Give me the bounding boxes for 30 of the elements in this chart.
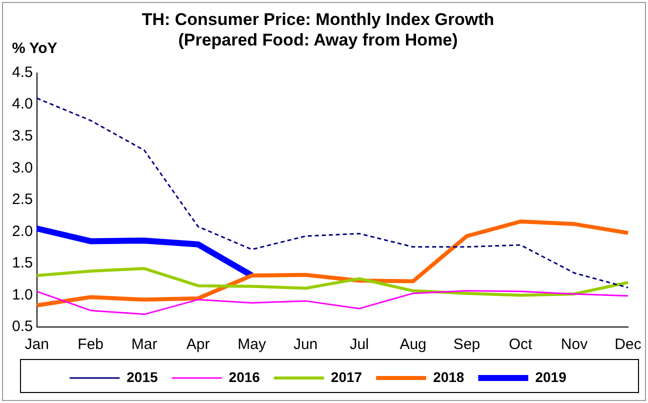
x-tick-label: May [238,336,266,354]
x-tick-label: Jul [350,336,369,354]
y-tick-label: 3.5 [12,127,33,144]
x-tick-label: Jan [24,336,49,354]
y-tick-label: 2.0 [12,222,33,240]
x-tick-label: Aug [400,336,426,354]
text: (Prepared Food: Away from Home) [178,30,458,50]
y-tick-label: 0.5 [12,318,33,336]
x-tick-label: Mar [131,336,158,354]
legend-label: 2019 [535,368,567,385]
x-tick-label: Oct [508,336,534,354]
legend-label: 2018 [433,368,464,385]
x-tick-label: Sep [453,336,480,354]
y-axis-title: % YoY [12,40,58,57]
x-tick-label: Apr [186,336,210,354]
y-tick-label: 1.5 [12,254,33,272]
line-series [36,97,629,288]
x-tick-label: Dec [614,336,642,354]
x-tick-label: Jun [293,336,318,354]
x-tick-label: Nov [560,336,588,354]
y-tick-label: 3.0 [12,159,33,176]
legend-label: 2016 [228,368,260,385]
y-tick-label: 4.0 [12,96,33,113]
y-tick-label: 4.5 [12,64,33,81]
legend-label: 2015 [126,368,158,385]
y-tick-label: 1.0 [12,286,33,304]
x-tick-label: Feb [78,336,104,354]
y-tick-label: 2.5 [12,191,33,208]
legend-label: 2017 [330,368,362,385]
text: TH: Consumer Price: Monthly Index Growth [142,10,494,29]
